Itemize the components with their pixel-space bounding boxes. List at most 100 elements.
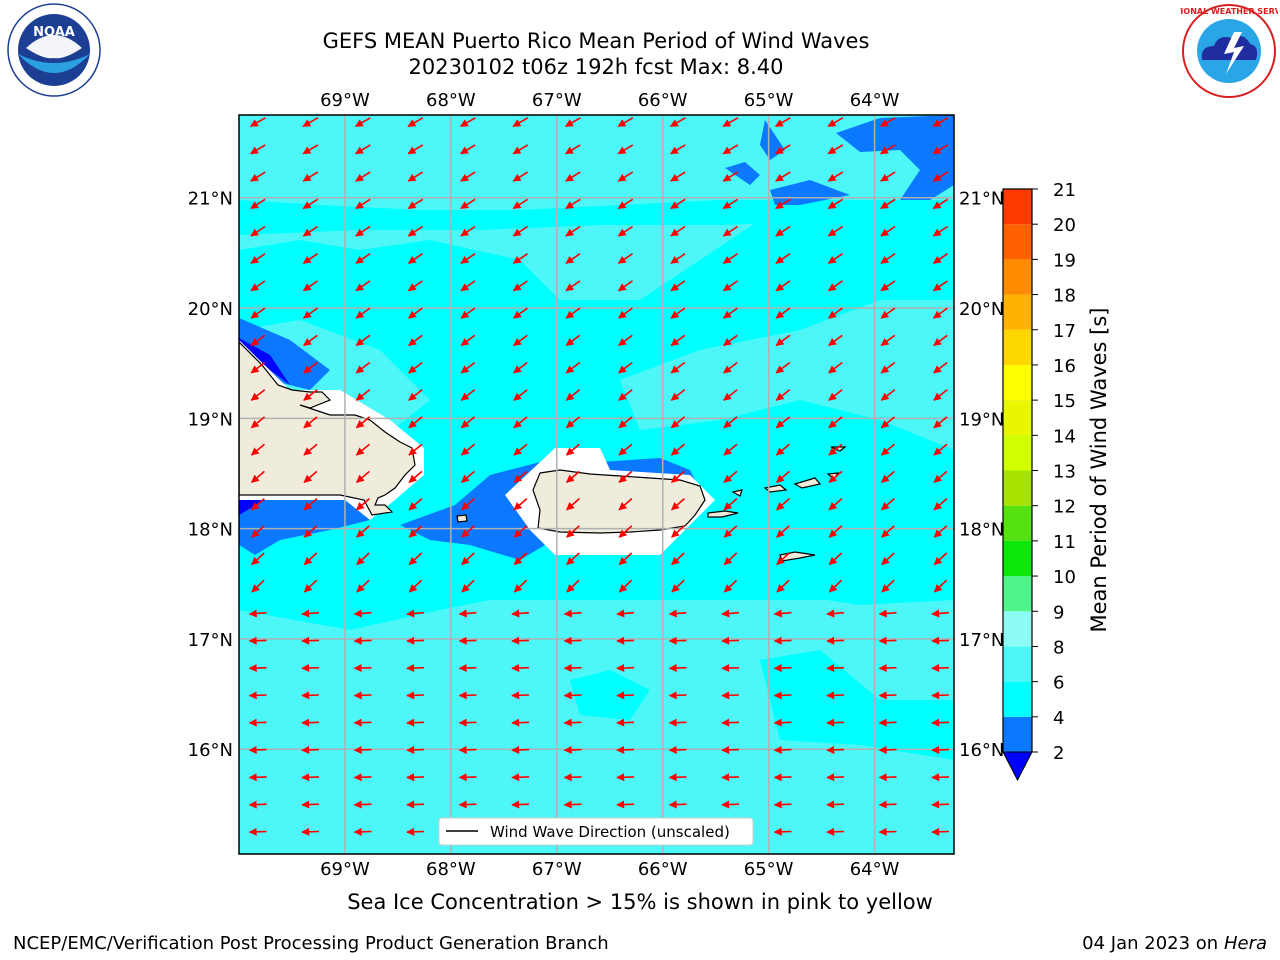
wind-wave-arrow bbox=[616, 691, 635, 700]
wind-wave-arrow bbox=[775, 253, 791, 264]
wind-wave-arrow bbox=[880, 253, 896, 264]
wind-wave-arrow bbox=[826, 664, 845, 673]
wind-wave-arrow bbox=[881, 525, 895, 538]
wind-wave-arrow bbox=[775, 280, 791, 292]
virgin-islands-3 bbox=[793, 477, 822, 489]
wind-wave-arrow bbox=[933, 443, 948, 456]
wind-wave-arrow bbox=[301, 800, 320, 809]
colorbar-segment bbox=[1003, 435, 1032, 471]
wind-wave-arrow bbox=[826, 827, 845, 836]
lat-label-left: 20°N bbox=[188, 299, 233, 320]
wind-wave-arrow bbox=[408, 579, 423, 593]
wind-wave-arrow bbox=[932, 225, 949, 237]
wind-wave-arrow bbox=[563, 773, 582, 782]
wind-wave-arrow bbox=[933, 470, 948, 484]
wind-wave-arrow bbox=[721, 636, 740, 645]
wind-wave-arrow bbox=[932, 171, 949, 182]
colorbar-tick-label: 10 bbox=[1053, 567, 1076, 588]
colorbar-tick-label: 8 bbox=[1053, 637, 1064, 658]
wind-wave-arrow bbox=[670, 334, 686, 347]
wind-wave-arrow bbox=[458, 609, 477, 618]
wind-wave-arrow bbox=[303, 334, 318, 347]
wind-wave-arrow bbox=[878, 609, 897, 618]
wind-wave-arrow bbox=[355, 307, 371, 319]
wind-wave-arrow bbox=[250, 389, 266, 401]
wind-wave-arrow bbox=[828, 497, 843, 511]
wind-wave-arrow bbox=[513, 525, 528, 538]
wind-wave-arrow bbox=[828, 334, 843, 347]
wind-wave-arrow bbox=[355, 225, 371, 237]
wind-wave-arrow bbox=[303, 525, 318, 538]
wind-wave-arrow bbox=[513, 443, 528, 456]
wind-wave-arrow bbox=[408, 416, 423, 429]
wind-wave-arrow bbox=[303, 470, 318, 484]
wind-wave-arrow bbox=[302, 171, 319, 182]
colorbar-tick-label: 6 bbox=[1053, 673, 1064, 694]
wind-wave-arrow bbox=[618, 525, 633, 538]
wind-wave-arrow bbox=[723, 389, 738, 401]
wind-wave-arrow bbox=[933, 334, 948, 347]
wind-wave-arrow bbox=[406, 827, 425, 836]
wind-wave-arrow bbox=[460, 253, 476, 264]
wind-wave-arrow bbox=[773, 800, 792, 809]
vieques-island bbox=[707, 510, 739, 518]
wind-wave-arrow bbox=[827, 117, 844, 127]
wind-wave-arrow bbox=[878, 773, 897, 782]
virgin-islands-1 bbox=[731, 489, 743, 497]
wind-wave-arrow bbox=[616, 664, 635, 673]
wind-wave-arrow bbox=[828, 470, 843, 484]
wind-wave-arrow bbox=[933, 497, 948, 511]
wind-wave-arrow bbox=[565, 497, 580, 511]
wind-wave-arrow bbox=[933, 525, 948, 538]
colorbar-tick-label: 2 bbox=[1053, 743, 1064, 764]
wind-wave-arrow bbox=[513, 552, 528, 566]
wind-wave-arrow bbox=[460, 225, 476, 237]
wind-wave-arrow bbox=[248, 691, 267, 700]
wind-wave-arrow bbox=[773, 827, 792, 836]
wind-wave-arrow bbox=[775, 389, 791, 401]
wind-wave-arrow bbox=[775, 497, 790, 511]
sea-ice-note: Sea Ice Concentration > 15% is shown in … bbox=[347, 890, 933, 914]
lon-label-bottom: 68°W bbox=[426, 859, 476, 880]
colorbar-tick-label: 12 bbox=[1053, 497, 1076, 518]
wind-wave-arrow bbox=[408, 334, 423, 347]
wind-wave-arrow bbox=[303, 497, 318, 511]
wind-wave-arrow bbox=[618, 470, 633, 484]
colorbar-tick-label: 15 bbox=[1053, 391, 1076, 412]
wind-wave-arrow bbox=[406, 664, 425, 673]
wind-wave-arrow bbox=[880, 443, 896, 456]
wind-wave-arrow bbox=[670, 307, 686, 319]
wind-wave-arrow bbox=[407, 280, 423, 292]
wind-wave-arrow bbox=[722, 171, 739, 182]
wind-wave-arrow bbox=[775, 443, 791, 456]
wind-wave-arrow bbox=[459, 117, 476, 127]
wind-wave-arrow bbox=[878, 636, 897, 645]
wind-wave-arrow bbox=[933, 579, 948, 593]
footer-branch: NCEP/EMC/Verification Post Processing Pr… bbox=[13, 933, 609, 954]
wind-wave-arrow bbox=[618, 416, 633, 429]
lon-label-top: 64°W bbox=[850, 90, 900, 111]
colorbar-segment bbox=[1003, 540, 1032, 577]
lat-label-right: 18°N bbox=[959, 520, 1004, 541]
wind-wave-arrow bbox=[723, 525, 738, 538]
wind-wave-arrow bbox=[880, 389, 896, 401]
wind-wave-arrow bbox=[721, 800, 740, 809]
colorbar-tick-label: 19 bbox=[1053, 250, 1076, 271]
wind-wave-arrow bbox=[302, 198, 319, 210]
wind-wave-arrow bbox=[355, 171, 371, 182]
wind-wave-arrow bbox=[616, 745, 635, 754]
wind-wave-arrow bbox=[932, 253, 948, 264]
wind-wave-arrow bbox=[617, 307, 633, 319]
wind-wave-arrow bbox=[932, 307, 948, 319]
wind-wave-arrow bbox=[670, 144, 686, 155]
wind-wave-arrow bbox=[565, 389, 581, 401]
wind-wave-arrow bbox=[407, 171, 424, 182]
lat-label-left: 19°N bbox=[188, 409, 233, 430]
wind-wave-arrow bbox=[406, 691, 425, 700]
wind-wave-arrow bbox=[513, 497, 528, 511]
wind-wave-arrow bbox=[723, 361, 738, 374]
wind-wave-arrow bbox=[460, 280, 476, 292]
lon-label-top: 65°W bbox=[744, 90, 794, 111]
wind-wave-arrow bbox=[251, 552, 265, 566]
wind-wave-arrow bbox=[668, 691, 687, 700]
